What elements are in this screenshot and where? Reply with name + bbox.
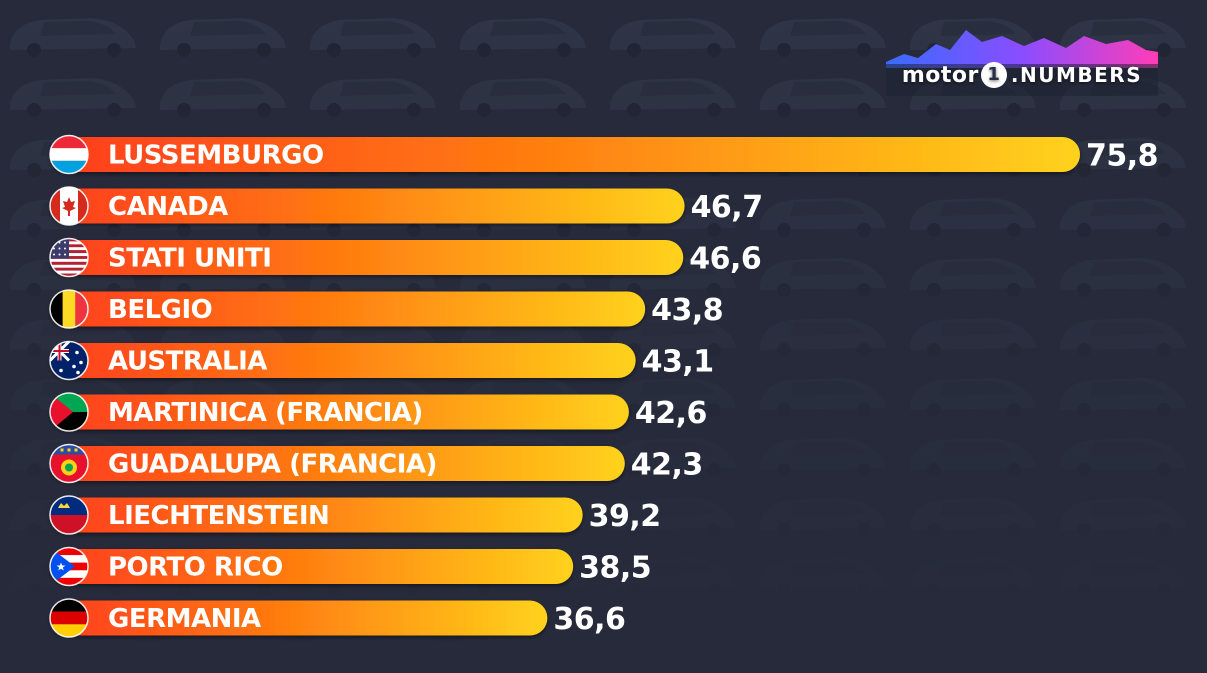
luxembourg-flag-icon: [49, 134, 89, 175]
bar-row: BELGIO 43,8: [49, 289, 724, 329]
category-label: GUADALUPA (FRANCIA): [108, 450, 437, 480]
puerto-rico-flag-icon: [49, 546, 89, 587]
bar-row: LUSSEMBURGO 75,8: [49, 134, 1159, 175]
bar: [50, 549, 574, 584]
bar-row: GUADALUPA (FRANCIA) 42,3: [49, 443, 703, 484]
value-label: 42,6: [635, 396, 707, 431]
value-label: 42,3: [631, 448, 703, 483]
category-label: LIECHTENSTEIN: [108, 501, 329, 531]
bar: [50, 446, 625, 481]
bar: [50, 240, 684, 275]
category-label: PORTO RICO: [108, 553, 283, 583]
motor1-numbers-logo: motor 1 .NUMBERS: [884, 28, 1160, 98]
category-label: LUSSEMBURGO: [108, 141, 324, 171]
bar: [50, 188, 685, 224]
value-label: 43,1: [642, 345, 714, 380]
value-label: 75,8: [1086, 139, 1158, 174]
liechtenstein-flag-icon: [49, 495, 89, 535]
category-label: AUSTRALIA: [108, 347, 267, 377]
germany-flag-icon: [49, 598, 89, 638]
bar: [50, 394, 629, 430]
bar: [50, 497, 583, 533]
bar-row: MARTINICA (FRANCIA) 42,6: [49, 392, 707, 432]
category-label: GERMANIA: [108, 604, 261, 634]
logo-numbers-text: .NUMBERS: [1010, 63, 1143, 87]
logo-one-badge: 1: [980, 62, 1007, 88]
bar: [50, 343, 636, 378]
bar-row: PORTO RICO 38,5: [49, 546, 652, 587]
bar-row: AUSTRALIA 43,1: [49, 340, 714, 381]
value-label: 39,2: [589, 499, 661, 534]
bar-row: STATI UNITI 46,6: [49, 237, 762, 278]
canada-flag-icon: [49, 186, 89, 226]
martinique-flag-icon: [49, 392, 89, 432]
guadeloupe-flag-icon: [49, 443, 89, 484]
australia-flag-icon: [49, 340, 89, 381]
bar: [50, 137, 1080, 172]
usa-flag-icon: [49, 237, 89, 278]
category-label: CANADA: [108, 192, 228, 222]
bar-row: CANADA 46,7: [49, 186, 763, 226]
value-label: 46,7: [691, 190, 763, 225]
bar: [50, 600, 548, 636]
belgium-flag-icon: [49, 289, 89, 329]
value-label: 46,6: [689, 242, 761, 277]
category-label: BELGIO: [108, 295, 212, 325]
category-label: MARTINICA (FRANCIA): [108, 398, 423, 428]
value-label: 43,8: [651, 293, 723, 328]
bar-row: LIECHTENSTEIN 39,2: [49, 495, 661, 535]
logo-motor-text: motor: [901, 62, 979, 88]
value-label: 36,6: [553, 602, 625, 637]
category-label: STATI UNITI: [108, 244, 271, 274]
value-label: 38,5: [579, 551, 651, 586]
bar-row: GERMANIA 36,6: [49, 598, 626, 638]
bar: [50, 291, 646, 327]
